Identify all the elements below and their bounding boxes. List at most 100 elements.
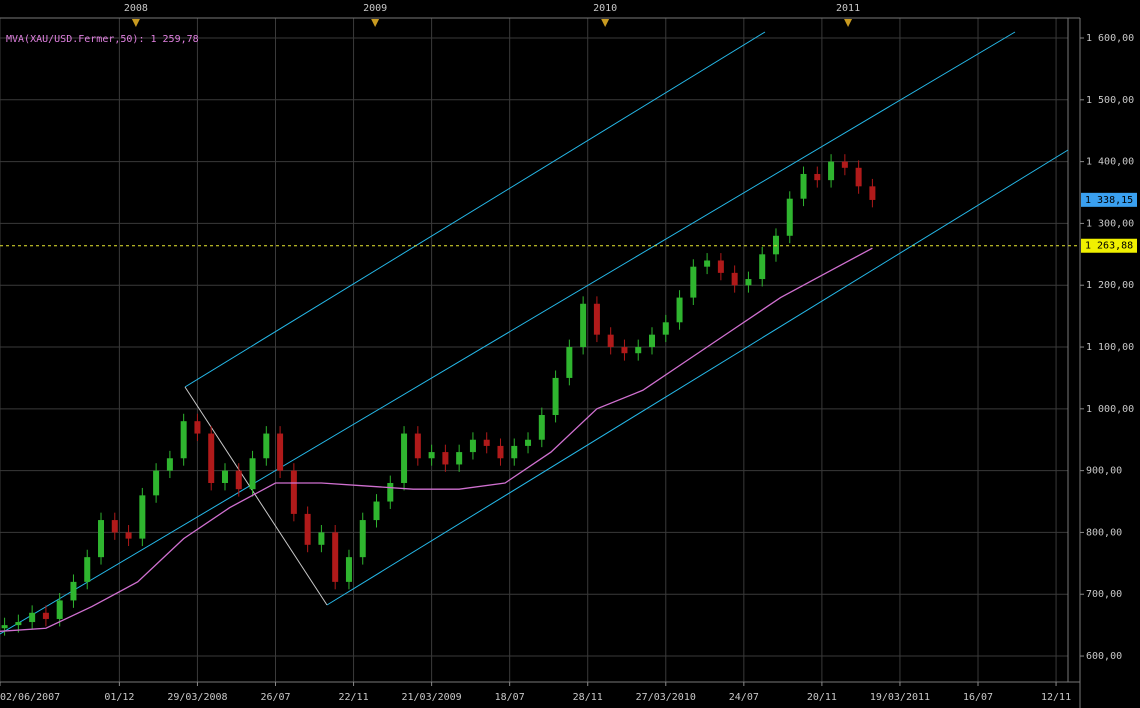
- level-tag: [1081, 238, 1137, 253]
- candle-body: [125, 532, 132, 539]
- candle-body: [194, 421, 201, 434]
- y-tick-label: 1 600,00: [1086, 33, 1134, 44]
- x-tick-label: 02/06/2007: [0, 692, 60, 703]
- candle-body: [704, 260, 711, 267]
- trend-channel: [0, 31, 1069, 635]
- candle-body: [690, 266, 697, 298]
- candle-body: [649, 334, 656, 348]
- candle-body: [717, 260, 724, 273]
- candle-body: [552, 377, 559, 416]
- x-tick-label: 12/11: [1041, 692, 1071, 703]
- candle-body: [56, 600, 63, 619]
- moving-average: [0, 247, 873, 632]
- candle-body: [332, 532, 339, 582]
- x-tick-label: 01/12: [104, 692, 134, 703]
- y-tick-label: 900,00: [1086, 466, 1122, 477]
- y-tick-label: 1 300,00: [1086, 218, 1134, 229]
- year-label: 2008: [124, 3, 148, 14]
- candle-body: [263, 433, 270, 459]
- indicator-label: MVA(XAU/USD.Fermer,50): 1 259,78: [6, 34, 199, 45]
- year-marker: [371, 19, 380, 27]
- candle-body: [345, 557, 352, 582]
- candle-body: [828, 161, 835, 181]
- candle-body: [497, 445, 504, 459]
- x-tick-label: 24/07: [729, 692, 759, 703]
- candle-body: [662, 322, 669, 335]
- candle-body: [42, 612, 49, 619]
- candle-body: [70, 581, 77, 601]
- channel-line: [326, 149, 1069, 606]
- plot: [0, 154, 876, 636]
- candle-body: [180, 421, 187, 459]
- candle-body: [111, 520, 118, 533]
- candle-body: [841, 161, 848, 168]
- candle-body: [607, 334, 614, 348]
- x-tick-label: 27/03/2010: [636, 692, 696, 703]
- candle-body: [249, 458, 256, 490]
- y-tick-label: 700,00: [1086, 589, 1122, 600]
- candle-body: [29, 612, 36, 623]
- year-label: 2010: [593, 3, 617, 14]
- year-label: 2009: [363, 3, 387, 14]
- candle-body: [772, 235, 779, 255]
- channel-line: [0, 31, 1016, 635]
- candle-body: [525, 439, 532, 446]
- candle-body: [318, 532, 325, 545]
- candle-body: [442, 452, 449, 465]
- y-tick-label: 1 100,00: [1086, 342, 1134, 353]
- candle-body: [456, 452, 463, 465]
- candle-body: [676, 297, 683, 323]
- candle-body: [731, 272, 738, 286]
- candle-body: [373, 501, 380, 521]
- price-tag: [1081, 192, 1137, 207]
- drawn-line: [184, 386, 328, 606]
- candle-body: [580, 303, 587, 348]
- x-tick-label: 18/07: [495, 692, 525, 703]
- level-label: 1 263,88: [1085, 241, 1133, 252]
- candle-body: [304, 513, 311, 545]
- candle-body: [414, 433, 421, 459]
- candle-body: [800, 173, 807, 199]
- candle-body: [593, 303, 600, 335]
- candle-body: [235, 470, 242, 490]
- candle-body: [635, 347, 642, 354]
- y-tick-label: 1 000,00: [1086, 404, 1134, 415]
- y-tick-label: 1 200,00: [1086, 280, 1134, 291]
- candle-body: [1, 625, 8, 629]
- candle-body: [98, 520, 105, 558]
- candle-body: [428, 452, 435, 459]
- price-label: 1 338,15: [1085, 195, 1133, 206]
- x-tick-label: 22/11: [338, 692, 368, 703]
- candle-body: [469, 439, 476, 453]
- candle-body: [208, 433, 215, 483]
- candle-body: [483, 439, 490, 446]
- candle-body: [814, 173, 821, 181]
- candle-body: [401, 433, 408, 483]
- x-tick-label: 28/11: [573, 692, 603, 703]
- candle-body: [290, 470, 297, 514]
- candle-body: [786, 198, 793, 236]
- candle-body: [745, 279, 752, 286]
- x-tick-label: 16/07: [963, 692, 993, 703]
- channel-line: [184, 31, 766, 388]
- year-label: 2011: [836, 3, 860, 14]
- candle-body: [139, 495, 146, 539]
- x-tick-label: 29/03/2008: [167, 692, 227, 703]
- candle-body: [855, 167, 862, 187]
- candle-body: [759, 254, 766, 280]
- year-marker: [131, 19, 140, 27]
- candle-body: [359, 520, 366, 558]
- candle-body: [15, 622, 22, 626]
- y-tick-label: 1 400,00: [1086, 157, 1134, 168]
- candle-body: [221, 470, 228, 483]
- candle-body: [511, 445, 518, 459]
- candle-body: [621, 347, 628, 354]
- candle-body: [566, 347, 573, 378]
- y-tick-label: 800,00: [1086, 527, 1122, 538]
- candle-body: [538, 415, 545, 440]
- x-tick-label: 19/03/2011: [870, 692, 930, 703]
- x-tick-label: 21/03/2009: [401, 692, 461, 703]
- candle-body: [166, 458, 173, 471]
- grid: [0, 18, 1068, 682]
